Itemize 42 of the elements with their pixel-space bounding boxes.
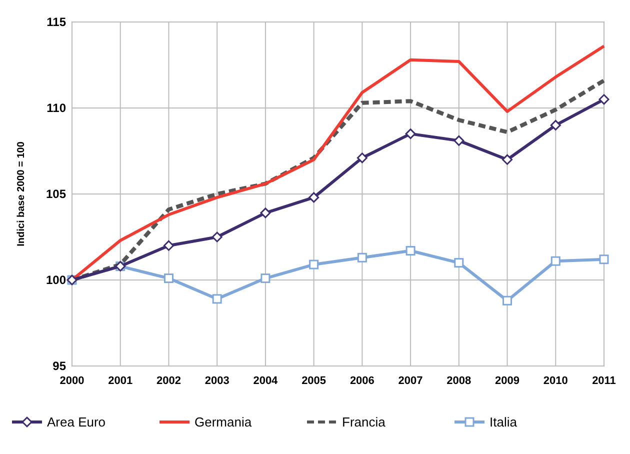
- point: [163, 240, 174, 251]
- y-tick-label: 100: [46, 273, 66, 288]
- point: [356, 152, 368, 164]
- point: [405, 128, 416, 140]
- point: [454, 258, 464, 268]
- x-tick-label: 2006: [350, 375, 374, 387]
- point: [454, 135, 464, 146]
- point: [308, 192, 320, 203]
- y-tick-label: 110: [46, 101, 66, 116]
- legend-label: Francia: [342, 414, 386, 430]
- x-tick-label: 2010: [543, 375, 568, 387]
- point: [357, 252, 367, 262]
- y-tick-label: 95: [52, 359, 66, 374]
- point: [260, 274, 270, 284]
- point: [599, 254, 609, 264]
- x-tick-label: 2008: [446, 375, 472, 387]
- x-tick-label: 2001: [108, 375, 133, 387]
- x-tick-label: 2005: [302, 375, 326, 387]
- point: [164, 274, 174, 284]
- y-tick-label: 105: [46, 187, 66, 202]
- point: [212, 232, 222, 242]
- y-tick-label: 115: [46, 15, 66, 30]
- legend-label: Italia: [490, 414, 518, 430]
- point: [502, 296, 512, 306]
- point: [309, 260, 319, 270]
- point: [598, 94, 610, 105]
- point: [502, 154, 513, 165]
- legend-label: Area Euro: [47, 414, 106, 430]
- x-tick-label: 2000: [60, 375, 84, 387]
- x-tick-label: 2002: [156, 375, 181, 387]
- point: [550, 120, 561, 130]
- x-tick-label: 2007: [398, 375, 423, 387]
- y-axis-title: Indici base 2000 = 100: [16, 141, 27, 246]
- x-tick-label: 2003: [204, 375, 230, 387]
- point: [550, 256, 560, 266]
- x-tick-label: 2011: [592, 375, 616, 387]
- point: [406, 246, 416, 256]
- point: [260, 208, 271, 218]
- legend-label: Germania: [194, 414, 252, 430]
- x-tick-label: 2009: [495, 375, 520, 387]
- point: [212, 294, 222, 304]
- x-tick-label: 2004: [253, 375, 279, 387]
